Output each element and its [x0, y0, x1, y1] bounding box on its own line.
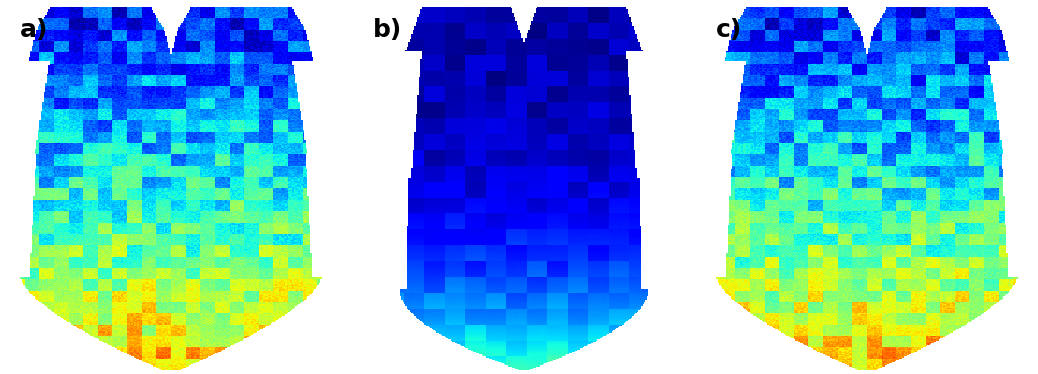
Text: c): c): [715, 18, 742, 42]
Text: b): b): [373, 18, 402, 42]
Text: a): a): [20, 18, 49, 42]
